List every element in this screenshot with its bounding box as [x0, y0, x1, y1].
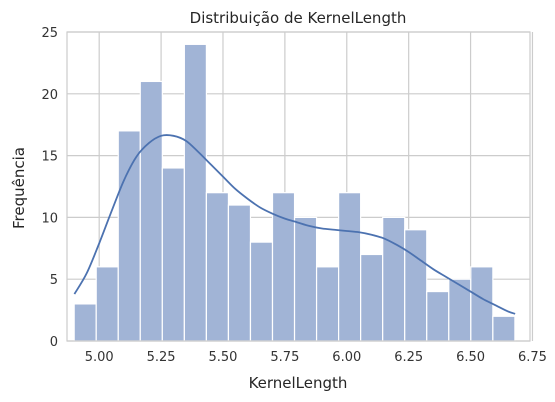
histogram-bar-4	[161, 167, 185, 342]
x-tick-label-3: 5.75	[270, 350, 299, 365]
histogram-bar-3	[139, 80, 163, 342]
histogram-bar-12	[338, 192, 362, 342]
x-tick-label-6: 6.50	[456, 350, 485, 365]
x-tick-label-5: 6.25	[394, 350, 423, 365]
histogram-bar-6	[205, 192, 230, 342]
y-tick-labels: 0 5 10 15 20 25	[41, 26, 58, 350]
y-axis-label: Frequência	[10, 147, 28, 229]
histogram-bar-1	[95, 266, 119, 342]
histogram-bar-16	[426, 290, 450, 342]
x-tick-label-2: 5.50	[209, 350, 238, 365]
histogram-bar-19	[492, 315, 516, 342]
histogram-bar-8	[249, 241, 274, 342]
y-tick-label-2: 10	[41, 211, 58, 226]
histogram-bars	[73, 43, 516, 342]
histogram-bar-17	[448, 278, 472, 342]
y-tick-label-5: 25	[41, 26, 58, 41]
kde-curve	[73, 134, 516, 315]
histogram-bar-5	[183, 43, 207, 342]
y-tick-label-4: 20	[41, 88, 58, 103]
histogram-bar-14	[382, 216, 406, 342]
x-tick-label-7: 6.75	[518, 350, 547, 365]
x-tick-label-4: 6.00	[332, 350, 361, 365]
chart-title: Distribuição de KernelLength	[190, 9, 407, 27]
y-tick-label-3: 15	[41, 150, 58, 165]
x-tick-label-0: 5.00	[85, 350, 114, 365]
histogram-bar-13	[360, 253, 384, 342]
x-axis-label: KernelLength	[249, 374, 348, 392]
histogram-bar-7	[227, 204, 252, 342]
histogram-bar-11	[315, 266, 340, 342]
plot-frame	[66, 31, 531, 342]
x-tick-labels: 5.00 5.25 5.50 5.75 6.00 6.25 6.50 6.75	[85, 350, 547, 365]
histogram-bar-2	[117, 130, 141, 342]
histogram-bar-0	[73, 303, 97, 342]
histogram-bar-10	[293, 216, 318, 342]
x-tick-label-1: 5.25	[147, 350, 176, 365]
y-tick-label-1: 5	[50, 273, 58, 288]
histogram-bar-15	[404, 229, 428, 342]
histogram-bar-18	[470, 266, 494, 342]
y-tick-label-0: 0	[50, 335, 58, 350]
kde-curve-layer	[73, 134, 516, 315]
